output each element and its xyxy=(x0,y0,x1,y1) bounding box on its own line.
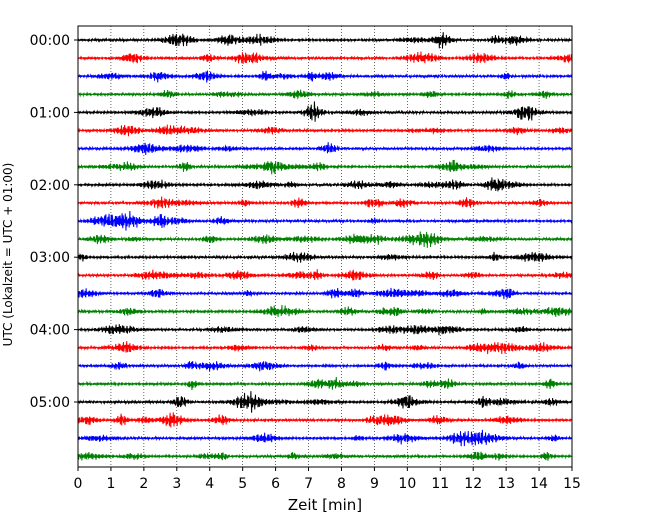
trace-00:45 xyxy=(77,89,573,100)
y-tick-label: 02:00 xyxy=(30,178,70,194)
trace-04:45 xyxy=(77,376,573,391)
x-tick-label: 7 xyxy=(304,476,313,492)
trace-00:00 xyxy=(77,32,573,49)
trace-04:00 xyxy=(77,324,573,336)
x-tick-label: 14 xyxy=(530,476,548,492)
x-tick-label: 5 xyxy=(238,476,247,492)
trace-03:15 xyxy=(77,269,573,281)
x-tick-label: 3 xyxy=(172,476,181,492)
trace-03:00 xyxy=(77,251,573,263)
trace-02:45 xyxy=(77,231,573,248)
x-tick-label: 13 xyxy=(497,476,515,492)
trace-05:30 xyxy=(77,429,573,447)
trace-02:15 xyxy=(77,196,573,209)
x-tick-label: 9 xyxy=(370,476,379,492)
y-tick-label: 04:00 xyxy=(30,323,70,339)
y-tick-label: 03:00 xyxy=(30,250,70,266)
x-tick-label: 0 xyxy=(74,476,83,492)
trace-03:30 xyxy=(77,287,573,300)
trace-01:45 xyxy=(77,159,573,175)
x-tick-label: 15 xyxy=(563,476,581,492)
y-tick-label: 00:00 xyxy=(30,33,70,49)
x-tick-label: 6 xyxy=(271,476,280,492)
trace-00:15 xyxy=(77,51,573,64)
plot-frame xyxy=(77,25,573,468)
x-tick-label: 8 xyxy=(337,476,346,492)
x-tick-label: 10 xyxy=(398,476,416,492)
trace-05:15 xyxy=(77,412,573,428)
trace-02:00 xyxy=(77,177,573,192)
trace-00:30 xyxy=(77,69,573,83)
x-tick-label: 2 xyxy=(139,476,148,492)
trace-01:00 xyxy=(77,101,573,122)
y-axis-ticks: 00:00 01:00 02:00 03:00 04:00 05:00 xyxy=(30,33,78,411)
trace-01:15 xyxy=(77,124,573,137)
x-tick-label: 1 xyxy=(106,476,115,492)
x-tick-label: 12 xyxy=(464,476,482,492)
trace-03:45 xyxy=(77,304,573,317)
trace-01:30 xyxy=(77,142,573,156)
y-axis-label: UTC (Lokalzeit = UTC + 01:00) xyxy=(1,163,15,347)
trace-04:15 xyxy=(77,341,573,355)
trace-05:45 xyxy=(77,451,573,461)
x-tick-label: 11 xyxy=(431,476,449,492)
y-tick-label: 05:00 xyxy=(30,395,70,411)
x-axis-ticks: 0 1 2 3 4 5 6 7 8 9 10 11 12 13 14 15 xyxy=(74,467,581,492)
trace-04:30 xyxy=(77,361,573,372)
y-tick-label: 01:00 xyxy=(30,105,70,121)
seismogram-traces xyxy=(77,32,573,461)
trace-02:30 xyxy=(77,210,573,231)
x-tick-label: 4 xyxy=(205,476,214,492)
x-axis-label: Zeit [min] xyxy=(288,496,362,514)
trace-05:00 xyxy=(77,391,573,413)
